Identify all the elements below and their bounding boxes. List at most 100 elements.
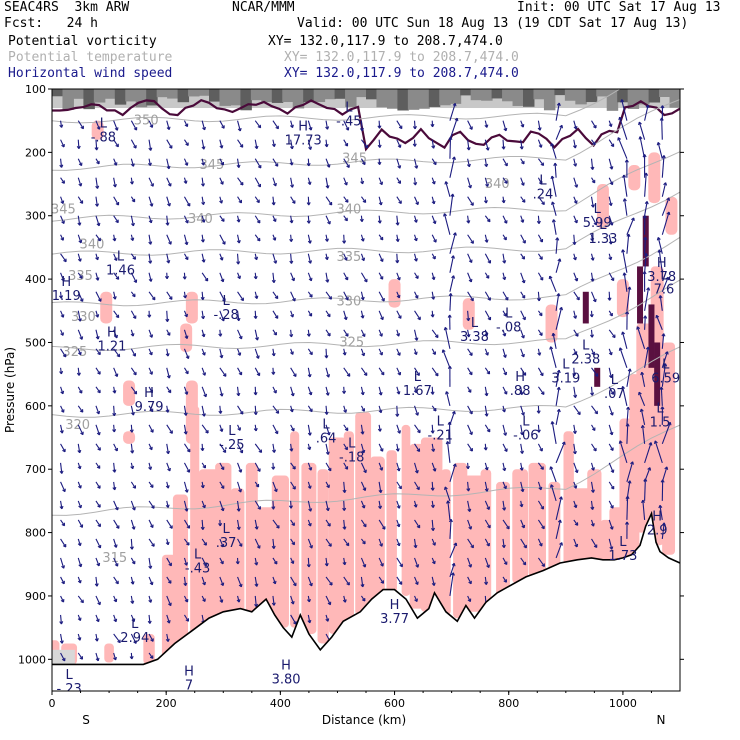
wind-arrow-head bbox=[660, 479, 665, 483]
wind-arrow bbox=[219, 538, 224, 548]
wind-arrow bbox=[591, 443, 597, 452]
wind-arrow-head bbox=[114, 563, 119, 567]
wind-arrow bbox=[254, 139, 258, 149]
strat-gray-strip bbox=[198, 89, 210, 96]
strat-gray-strip bbox=[345, 89, 357, 107]
wind-arrow bbox=[77, 443, 81, 453]
wind-arrow bbox=[148, 500, 155, 509]
wind-arrow-head bbox=[466, 317, 471, 322]
wind-arrow-head bbox=[97, 237, 102, 242]
wind-arrow bbox=[290, 234, 292, 242]
strat-gray-strip bbox=[188, 89, 200, 97]
wind-arrow bbox=[608, 367, 612, 378]
wind-arrow bbox=[573, 139, 576, 149]
wind-arrow bbox=[484, 120, 488, 128]
wind-arrow bbox=[148, 424, 154, 433]
wind-arrow-head bbox=[307, 432, 312, 436]
extremum-L: L1.67 bbox=[403, 370, 432, 399]
wind-arrow-head bbox=[62, 448, 66, 453]
wind-arrow-head bbox=[166, 620, 171, 624]
wind-arrow-head bbox=[342, 507, 347, 511]
strat-gray-strip bbox=[627, 89, 640, 109]
wind-arrow bbox=[290, 367, 297, 377]
wind-arrow bbox=[537, 120, 541, 131]
wind-arrow-head bbox=[415, 201, 419, 206]
wind-arrow bbox=[608, 386, 614, 395]
wind-arrow bbox=[343, 310, 347, 320]
wind-arrow-head bbox=[590, 523, 595, 527]
wind-arrow-head bbox=[625, 423, 630, 427]
wind-arrow-head bbox=[59, 505, 64, 510]
wind-arrow bbox=[591, 367, 599, 377]
wind-arrow-head bbox=[591, 351, 596, 356]
wind-arrow-head bbox=[202, 126, 206, 131]
strat-gray-strip bbox=[355, 89, 367, 98]
wind-arrow bbox=[325, 595, 331, 605]
wind-arrow bbox=[307, 272, 312, 281]
wind-arrow-head bbox=[325, 618, 330, 622]
wind-arrow-head bbox=[413, 351, 418, 356]
wind-arrow bbox=[95, 177, 99, 189]
wind-arrow-head bbox=[130, 450, 135, 454]
extremum-type: H bbox=[390, 598, 400, 613]
wind-arrow bbox=[95, 462, 101, 469]
theta-contour-label: 340 bbox=[336, 202, 361, 217]
stratosphere-band bbox=[52, 89, 680, 406]
wind-arrow-head bbox=[79, 656, 84, 660]
strat-gray-strip bbox=[585, 89, 598, 103]
wind-arrow bbox=[537, 215, 540, 224]
wind-arrow-head bbox=[238, 489, 243, 493]
wind-arrow-head bbox=[609, 166, 614, 170]
wind-arrow bbox=[573, 177, 578, 188]
wind-arrow-head bbox=[468, 526, 473, 530]
wind-arrow-head bbox=[363, 372, 368, 376]
wind-arrow bbox=[360, 139, 369, 149]
wind-arrow bbox=[272, 576, 276, 585]
wind-arrow-head bbox=[220, 560, 224, 565]
wind-arrow-head bbox=[307, 522, 312, 527]
wind-arrow-head bbox=[290, 560, 295, 565]
wind-arrow-head bbox=[431, 560, 436, 565]
wind-arrow bbox=[555, 496, 562, 521]
wind-arrow-head bbox=[414, 581, 419, 585]
wind-arrow-head bbox=[222, 298, 226, 302]
wind-arrow bbox=[60, 652, 66, 662]
wind-arrow bbox=[60, 196, 64, 204]
terrain bbox=[52, 510, 680, 691]
wind-arrow-head bbox=[621, 331, 626, 335]
wind-arrow bbox=[360, 348, 365, 357]
wind-arrow-head bbox=[362, 161, 366, 166]
wind-arrow bbox=[484, 576, 487, 585]
wind-arrow-head bbox=[590, 166, 595, 170]
wind-arrow-head bbox=[165, 353, 170, 357]
valid-time: Valid: 00 UTC Sun 18 Aug 13 (19 CDT Sat … bbox=[297, 16, 689, 31]
wind-arrow bbox=[644, 346, 649, 368]
pv-max-core bbox=[582, 291, 589, 324]
wind-arrow-head bbox=[61, 143, 65, 148]
model-label: SEAC4RS 3km ARW bbox=[4, 0, 130, 15]
wind-arrow bbox=[520, 272, 525, 284]
wind-arrow bbox=[660, 387, 663, 406]
extremum-type: H bbox=[184, 665, 194, 680]
wind-arrow-head bbox=[519, 503, 524, 508]
wind-arrow-head bbox=[59, 621, 64, 625]
wind-arrow bbox=[325, 481, 330, 488]
wind-arrow bbox=[166, 500, 169, 508]
wind-arrow bbox=[484, 234, 488, 243]
wind-arrow bbox=[446, 441, 451, 463]
wind-arrow-head bbox=[61, 180, 65, 184]
wind-arrow bbox=[148, 177, 154, 187]
wind-arrow-head bbox=[218, 410, 223, 414]
extremum-type: L bbox=[414, 370, 422, 385]
wind-arrow bbox=[95, 120, 101, 130]
wind-arrow-head bbox=[541, 201, 545, 206]
wind-arrow-head bbox=[258, 449, 263, 453]
wind-arrow-head bbox=[113, 544, 118, 548]
wind-arrow-head bbox=[202, 372, 207, 376]
wind-arrow bbox=[621, 331, 628, 349]
wind-arrow-head bbox=[572, 241, 577, 245]
wind-arrow-head bbox=[377, 161, 382, 166]
extremum-type: L bbox=[656, 402, 664, 417]
wind-arrow-head bbox=[416, 372, 420, 376]
wind-arrow bbox=[290, 196, 296, 204]
